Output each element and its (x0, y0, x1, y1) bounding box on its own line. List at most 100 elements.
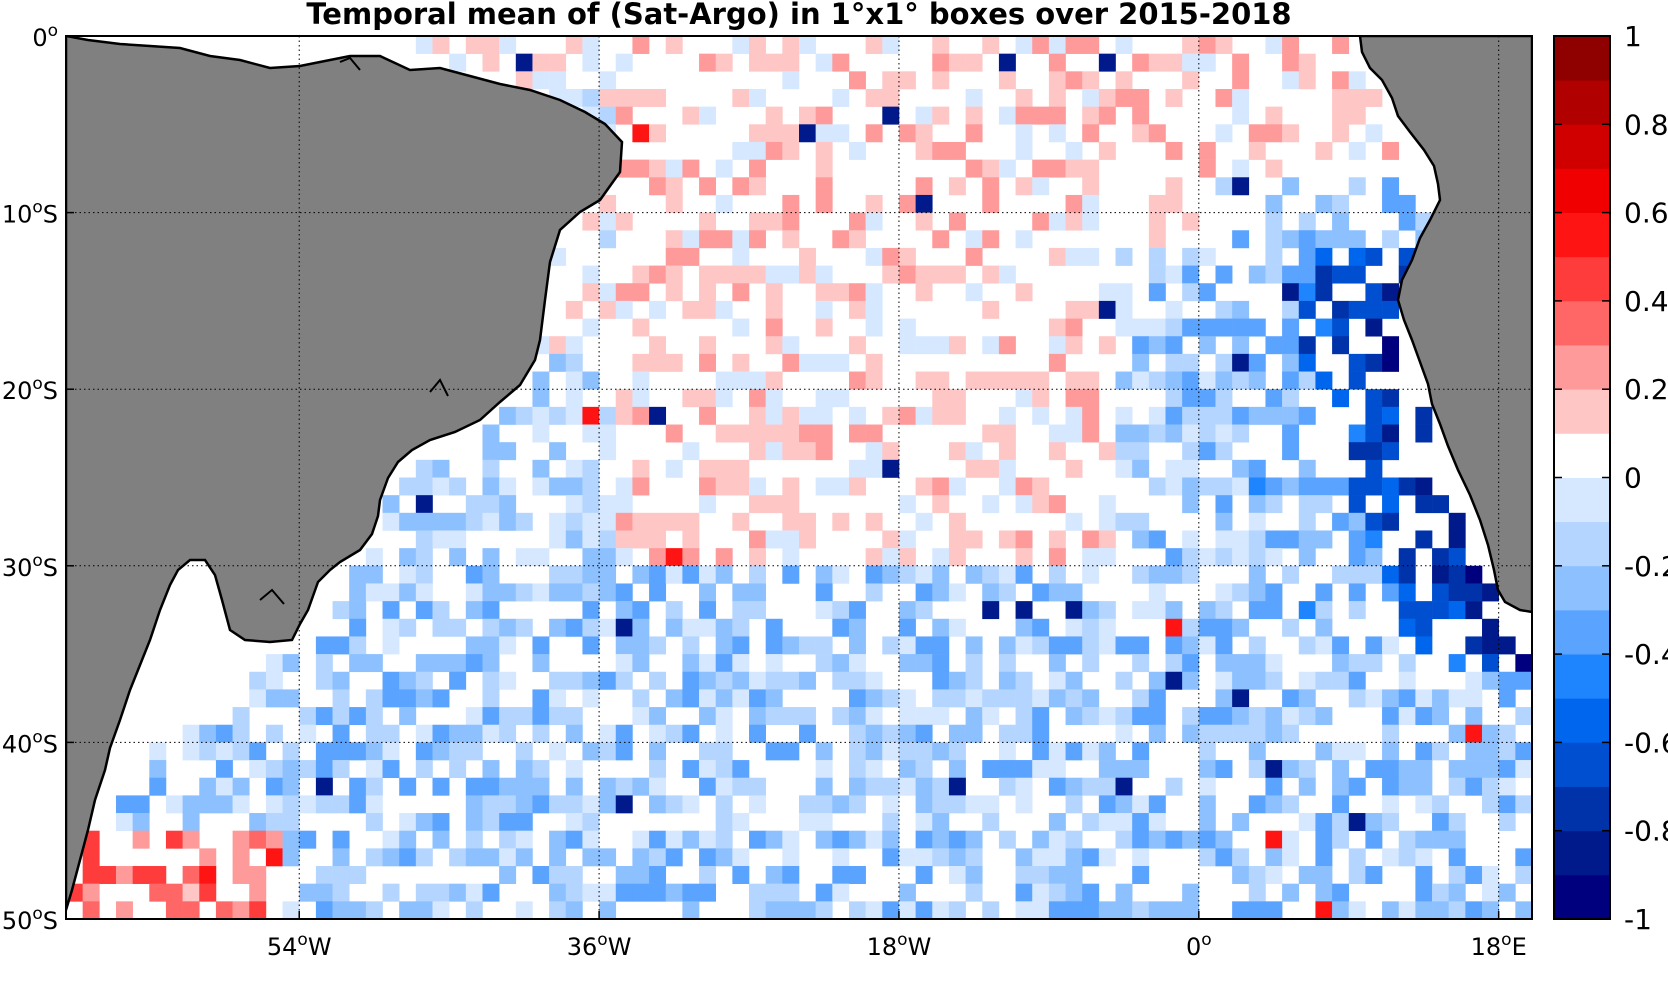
heatmap-cell (1165, 548, 1183, 567)
heatmap-cell (1248, 318, 1266, 337)
heatmap-cell (1415, 406, 1433, 425)
heatmap-cell (482, 777, 500, 796)
heatmap-cell (715, 424, 733, 443)
colorbar: 10.80.60.40.20-0.2-0.4-0.6-0.8-1 (1553, 20, 1668, 936)
heatmap-cell (1148, 424, 1166, 443)
heatmap-cell (732, 618, 750, 637)
heatmap-cell (932, 813, 950, 831)
heatmap-cell (782, 265, 800, 284)
heatmap-cell (82, 848, 100, 867)
heatmap-cell (1048, 548, 1066, 567)
heatmap-cell (1065, 742, 1083, 761)
heatmap-cell (682, 106, 700, 125)
heatmap-cell (815, 636, 833, 655)
heatmap-cell (965, 230, 983, 249)
heatmap-cell (565, 512, 583, 531)
heatmap-cell (1332, 795, 1350, 814)
heatmap-cell (1182, 406, 1200, 425)
heatmap-cell (732, 318, 750, 337)
heatmap-cell (982, 707, 1000, 726)
heatmap-cell (632, 477, 650, 496)
heatmap-cell (1132, 689, 1150, 708)
heatmap-cell (1265, 336, 1283, 355)
heatmap-cell (898, 760, 916, 779)
heatmap-cell (1132, 636, 1150, 655)
heatmap-cell (499, 848, 517, 867)
heatmap-cell (1065, 194, 1083, 213)
heatmap-cell (1348, 654, 1366, 673)
heatmap-cell (182, 724, 200, 743)
heatmap-cell (1282, 565, 1300, 584)
heatmap-cell (1298, 353, 1316, 372)
heatmap-cell (932, 848, 950, 867)
heatmap-cell (932, 141, 950, 160)
heatmap-cell (1315, 530, 1333, 549)
heatmap-cell (1498, 636, 1516, 655)
heatmap-cell (948, 724, 966, 743)
heatmap-cell (915, 866, 933, 884)
heatmap-cell (649, 177, 667, 196)
heatmap-cell (465, 707, 483, 726)
heatmap-cell (765, 106, 783, 125)
heatmap-cell (482, 689, 500, 708)
heatmap-cell (1282, 442, 1300, 461)
heatmap-cell (449, 53, 467, 72)
heatmap-cell (1265, 247, 1283, 266)
heatmap-cell (848, 141, 866, 160)
heatmap-cell (1132, 53, 1150, 72)
heatmap-cell (765, 742, 783, 761)
heatmap-cell (1332, 230, 1350, 249)
heatmap-cell (1232, 724, 1250, 743)
heatmap-cell (582, 548, 600, 567)
heatmap-cell (915, 707, 933, 726)
heatmap-cell (1315, 230, 1333, 249)
heatmap-cell (948, 530, 966, 549)
heatmap-cell (915, 742, 933, 761)
heatmap-cell (1515, 901, 1532, 919)
heatmap-cell (882, 265, 900, 284)
heatmap-cell (732, 636, 750, 655)
heatmap-cell (682, 654, 700, 673)
heatmap-cell (1132, 901, 1150, 919)
heatmap-cell (1415, 618, 1433, 637)
heatmap-cell (1098, 336, 1116, 355)
heatmap-cell (1248, 371, 1266, 390)
heatmap-cell (715, 618, 733, 637)
heatmap-cell (1332, 671, 1350, 690)
heatmap-cell (982, 565, 1000, 584)
heatmap-cell (1015, 477, 1033, 496)
heatmap-cell (365, 654, 383, 673)
heatmap-cell (1198, 813, 1216, 831)
heatmap-cell (998, 71, 1016, 90)
heatmap-cell (1465, 901, 1483, 919)
heatmap-cell (1098, 848, 1116, 867)
heatmap-cell (1298, 601, 1316, 620)
heatmap-cell (1198, 777, 1216, 796)
heatmap-cell (565, 389, 583, 408)
heatmap-cell (532, 795, 550, 814)
heatmap-cell (1048, 530, 1066, 549)
heatmap-cell (749, 601, 766, 620)
heatmap-cell (715, 689, 733, 708)
colorbar-segment (1554, 80, 1610, 125)
heatmap-cell (715, 548, 733, 567)
heatmap-cell (315, 636, 333, 655)
heatmap-cell (1415, 830, 1433, 849)
heatmap-cell (449, 654, 467, 673)
heatmap-cell (1365, 477, 1383, 496)
heatmap-cell (1232, 230, 1250, 249)
heatmap-cell (1148, 230, 1166, 249)
heatmap-cell (1432, 830, 1450, 849)
heatmap-cell (1032, 830, 1050, 849)
heatmap-cell (965, 565, 983, 584)
x-axis-ticks: 54oW 36oW 18oW 0o 18oE (267, 911, 1527, 961)
heatmap-cell (1398, 671, 1416, 690)
heatmap-cell (682, 230, 700, 249)
heatmap-cell (848, 424, 866, 443)
heatmap-cell (615, 636, 633, 655)
heatmap-cells (66, 36, 1532, 919)
heatmap-cell (1465, 777, 1483, 796)
heatmap-cell (932, 548, 950, 567)
